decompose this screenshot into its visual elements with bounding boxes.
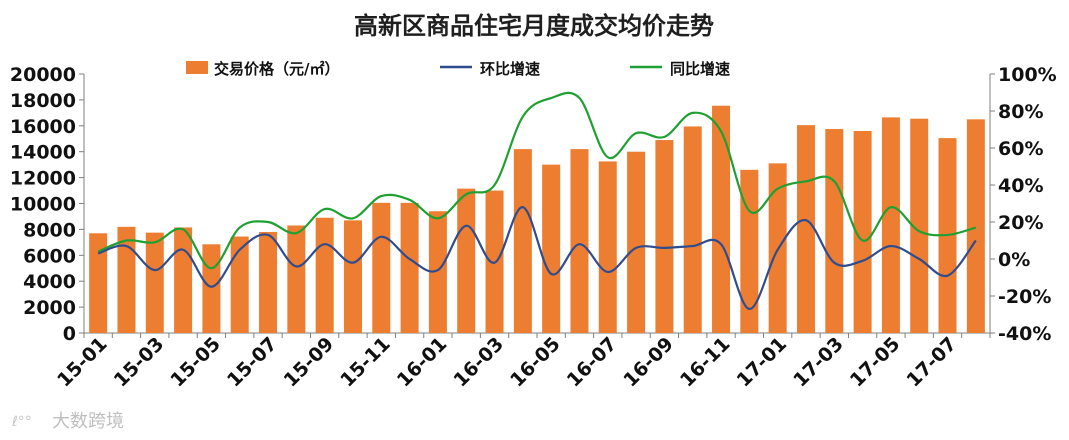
bar xyxy=(910,118,929,334)
y-right-tick-label: 20% xyxy=(998,212,1043,234)
bar xyxy=(457,188,476,333)
bar xyxy=(202,244,221,333)
bar xyxy=(89,233,108,333)
legend-label-mom: 环比增速 xyxy=(480,60,540,78)
y-right-tick-label: 0% xyxy=(998,249,1030,271)
bar xyxy=(230,236,249,333)
legend-label-yoy: 同比增速 xyxy=(670,60,730,78)
bar xyxy=(881,117,900,333)
line-series xyxy=(97,91,977,311)
y-left-tick-label: 2000 xyxy=(23,297,76,319)
bar xyxy=(712,105,731,333)
y-left-tick-label: 4000 xyxy=(23,271,76,293)
bar xyxy=(117,226,136,333)
bar xyxy=(372,202,391,333)
x-tick-label: 16-07 xyxy=(563,333,622,392)
x-tick-label: 17-01 xyxy=(733,333,792,392)
y-left-tick-label: 12000 xyxy=(10,168,76,190)
x-tick-label: 15-03 xyxy=(110,333,169,392)
y-right-tick-label: 80% xyxy=(998,101,1043,123)
chart-title: 高新区商品住宅月度成交均价走势 xyxy=(354,12,714,40)
y-left-tick-label: 8000 xyxy=(23,219,76,241)
x-tick-label: 15-07 xyxy=(223,333,282,392)
x-tick-label: 16-11 xyxy=(676,333,735,392)
bar xyxy=(145,232,164,333)
x-tick-label: 15-11 xyxy=(336,333,395,392)
y-left-tick-label: 0 xyxy=(63,323,76,345)
x-tick-label: 16-05 xyxy=(506,333,565,392)
y-right-tick-label: -40% xyxy=(998,323,1051,345)
bar xyxy=(428,211,447,333)
watermark: ℓ°° 大数跨境 xyxy=(11,411,124,432)
x-tick-label: 17-03 xyxy=(789,333,848,392)
y-right-tick-label: 40% xyxy=(998,175,1043,197)
y-right-tick-label: -20% xyxy=(998,286,1051,308)
x-tick-label: 16-03 xyxy=(450,333,509,392)
watermark-text: 大数跨境 xyxy=(52,411,124,432)
line-mom xyxy=(97,206,977,311)
x-tick-label: 17-05 xyxy=(846,333,905,392)
bar xyxy=(287,225,306,333)
bar xyxy=(513,149,532,333)
bar xyxy=(740,169,759,333)
y-left-tick-label: 6000 xyxy=(23,245,76,267)
bar xyxy=(542,164,561,333)
bar xyxy=(315,217,334,333)
bar xyxy=(683,126,702,333)
watermark-logo: ℓ°° xyxy=(11,414,32,430)
x-tick-label: 15-09 xyxy=(280,333,339,392)
x-tick-label: 16-09 xyxy=(619,333,678,392)
legend-label-price: 交易价格（元/㎡） xyxy=(214,60,339,78)
y-left-tick-label: 20000 xyxy=(10,64,76,86)
y-left-tick-label: 18000 xyxy=(10,90,76,112)
bar xyxy=(655,140,674,333)
bar xyxy=(174,227,193,333)
bar xyxy=(343,220,362,333)
legend: 交易价格（元/㎡） 环比增速 同比增速 xyxy=(186,60,730,78)
y-right-tick-label: 60% xyxy=(998,138,1043,160)
x-tick-label: 16-01 xyxy=(393,333,452,392)
legend-swatch-price xyxy=(186,61,208,74)
bar xyxy=(627,151,646,333)
x-tick-label: 15-05 xyxy=(166,333,225,392)
y-left-tick-label: 16000 xyxy=(10,116,76,138)
bar xyxy=(570,149,589,333)
bar xyxy=(853,130,872,333)
y-left-tick-label: 14000 xyxy=(10,142,76,164)
line-yoy xyxy=(97,91,977,270)
bar xyxy=(598,161,617,333)
y-left-tick-label: 10000 xyxy=(10,194,76,216)
bar xyxy=(796,125,815,333)
y-right-tick-label: 100% xyxy=(998,64,1057,86)
bar xyxy=(259,231,278,333)
bar xyxy=(966,119,985,333)
bar xyxy=(825,129,844,333)
bar-series xyxy=(89,105,985,334)
x-tick-label: 17-07 xyxy=(903,333,962,392)
bar xyxy=(400,202,419,333)
